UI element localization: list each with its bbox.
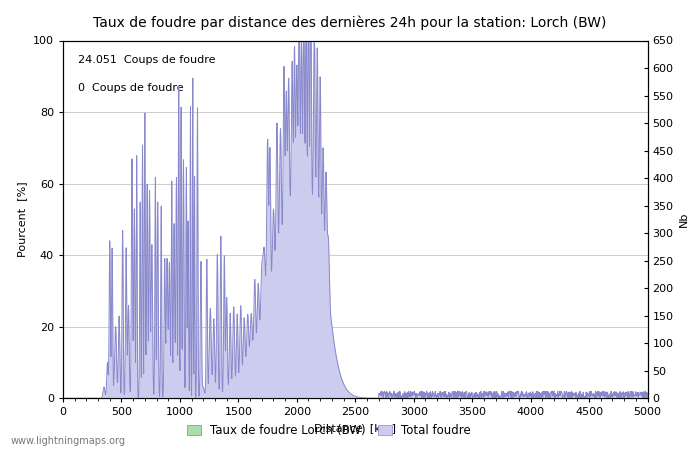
Y-axis label: Nb: Nb [679, 212, 689, 227]
X-axis label: Distance  [km]: Distance [km] [314, 423, 396, 433]
Text: Taux de foudre par distance des dernières 24h pour la station: Lorch (BW): Taux de foudre par distance des dernière… [93, 16, 607, 30]
Text: 0  Coups de foudre: 0 Coups de foudre [78, 83, 183, 94]
Text: 24.051  Coups de foudre: 24.051 Coups de foudre [78, 55, 215, 65]
Y-axis label: Pourcent  [%]: Pourcent [%] [18, 181, 27, 257]
Text: www.lightningmaps.org: www.lightningmaps.org [10, 436, 125, 446]
Legend: Taux de foudre Lorch (BW), Total foudre: Taux de foudre Lorch (BW), Total foudre [182, 419, 476, 442]
